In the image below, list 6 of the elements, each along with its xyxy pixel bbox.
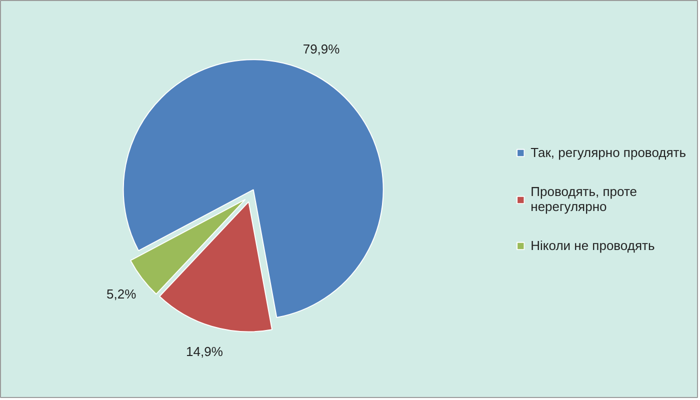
data-label: 5,2% — [106, 286, 137, 302]
legend-label: Проводять, проте нерегулярно — [530, 184, 637, 214]
data-label: 14,9% — [186, 344, 224, 359]
legend-label: Ніколи не проводять — [530, 238, 655, 253]
legend-label: Так, регулярно проводять — [530, 145, 686, 160]
data-label: 79,9% — [302, 42, 340, 57]
